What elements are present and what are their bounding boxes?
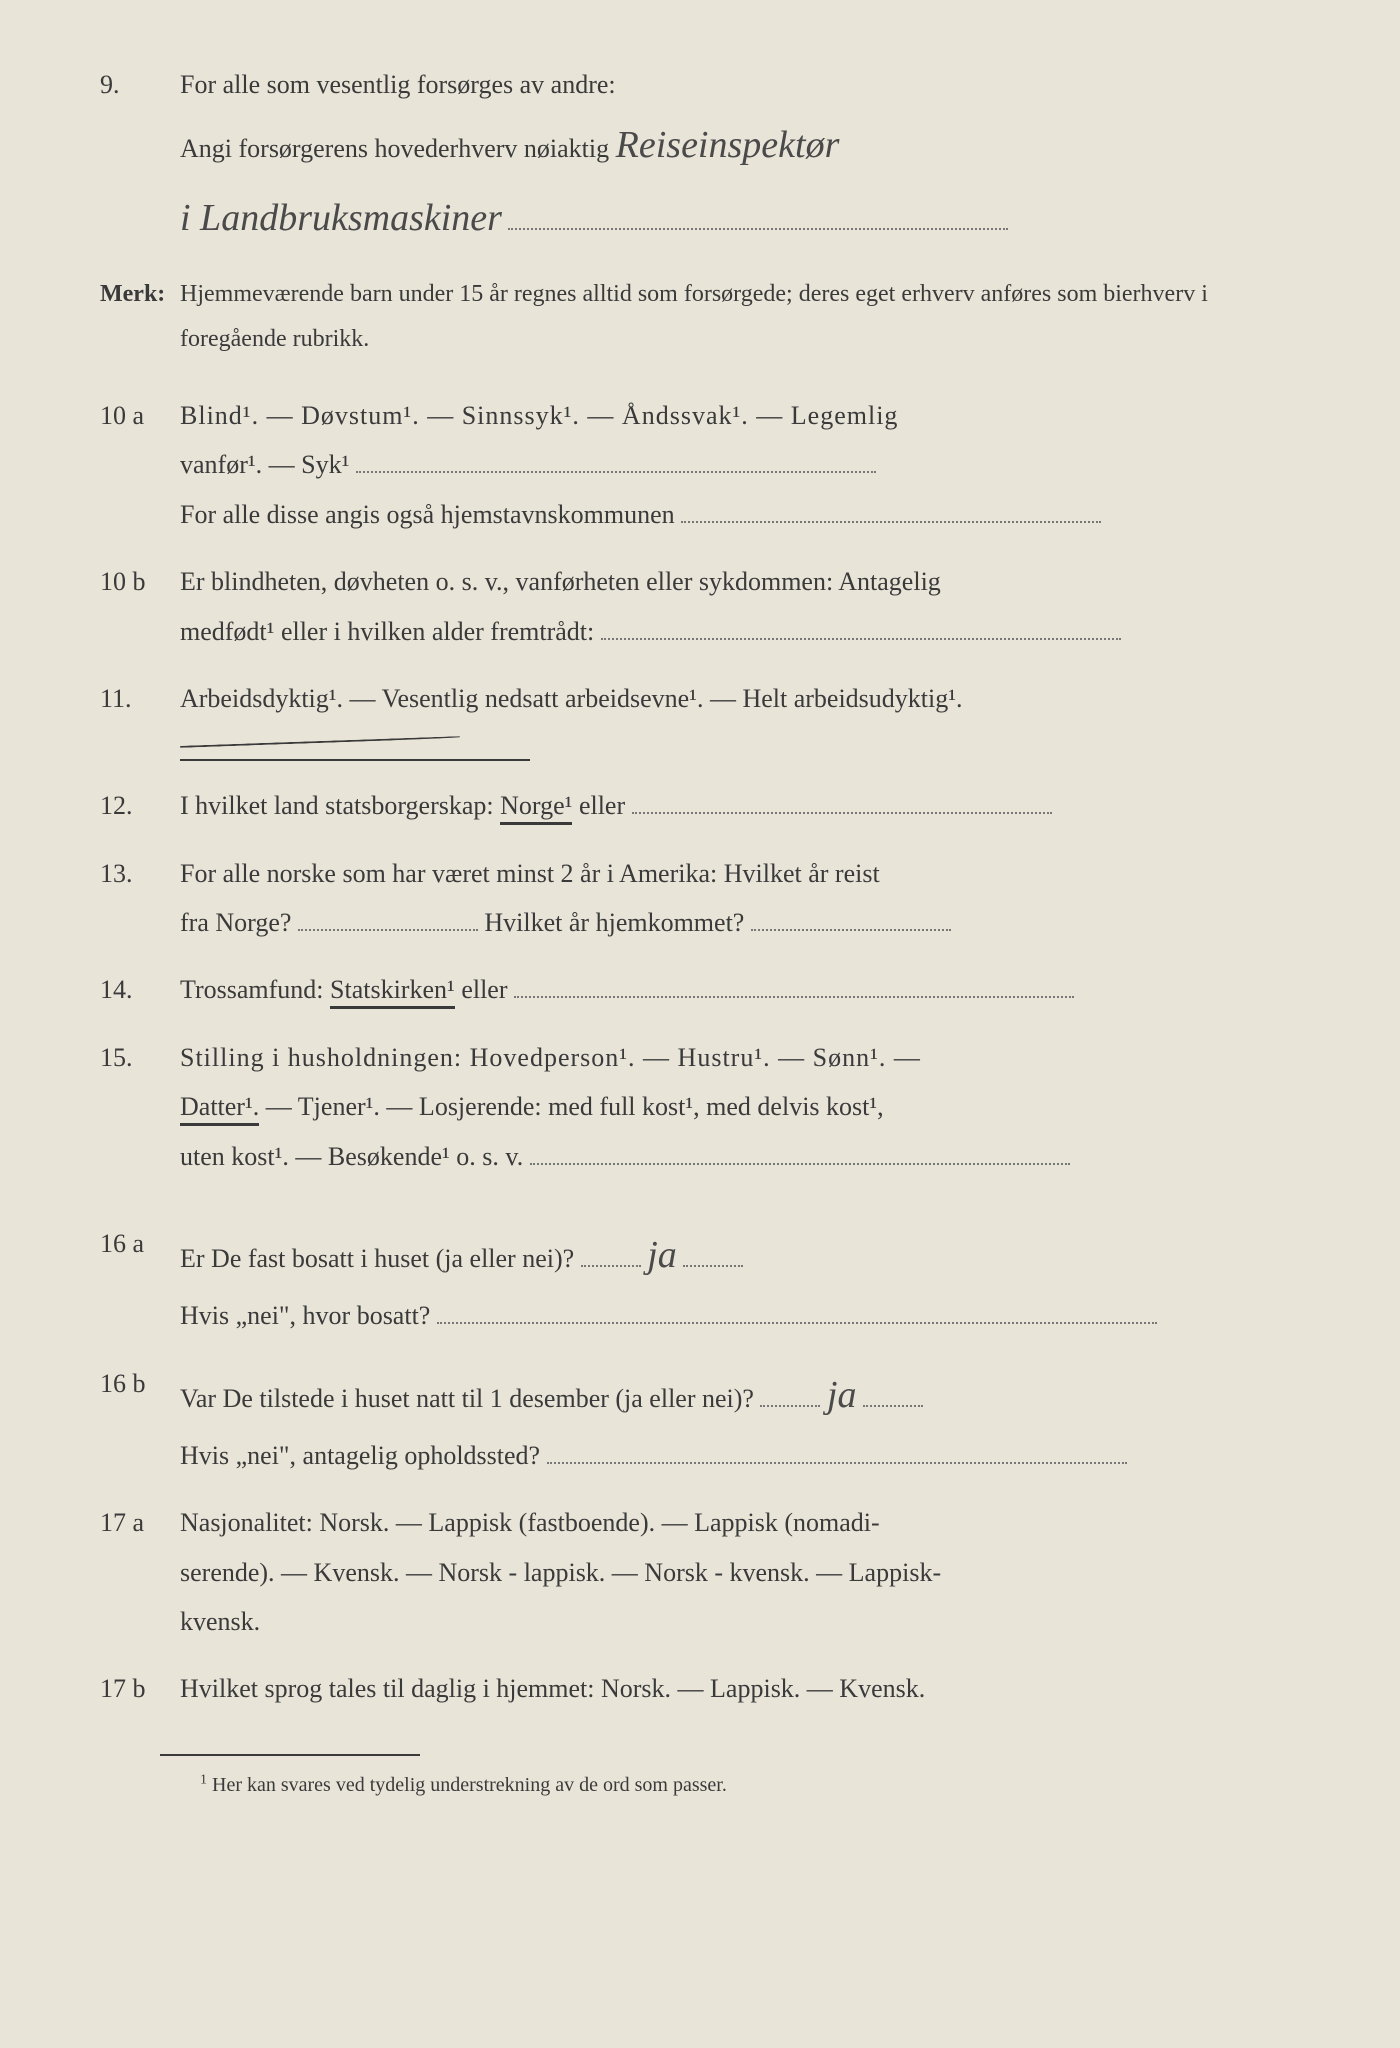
q11-number: 11. (100, 674, 180, 723)
q16b-blank (547, 1462, 1127, 1464)
q13-number: 13. (100, 849, 180, 948)
q13-line2a: fra Norge? (180, 908, 291, 937)
question-13: 13. For alle norske som har været minst … (100, 849, 1300, 948)
q9-number: 9. (100, 60, 180, 254)
q17a-line2: serende). — Kvensk. — Norsk - lappisk. —… (180, 1548, 1300, 1597)
question-12: 12. I hvilket land statsborgerskap: Norg… (100, 781, 1300, 830)
question-17b: 17 b Hvilket sprog tales til daglig i hj… (100, 1664, 1300, 1713)
q14-blank (514, 996, 1074, 998)
q13-line1: For alle norske som har været minst 2 år… (180, 849, 1300, 898)
footnote-text: Her kan svares ved tydelig understreknin… (212, 1774, 727, 1796)
q16a-line2: Hvis „nei", hvor bosatt? (180, 1301, 430, 1330)
merk-text: Hjemmeværende barn under 15 år regnes al… (180, 272, 1300, 363)
footnote-separator (160, 1754, 420, 1756)
question-10a: 10 a Blind¹. — Døvstum¹. — Sinnssyk¹. — … (100, 391, 1300, 539)
q12-blank (632, 812, 1052, 814)
q10a-blank1 (356, 471, 876, 473)
q16b-line1: Var De tilstede i huset natt til 1 desem… (180, 1384, 754, 1413)
q9-handwriting-2: i Landbruksmaskiner (180, 182, 502, 254)
merk-note: Merk: Hjemmeværende barn under 15 år reg… (100, 272, 1300, 363)
q16a-blank (437, 1322, 1157, 1324)
q17a-line3: kvensk. (180, 1597, 1300, 1646)
question-14: 14. Trossamfund: Statskirken¹ eller (100, 965, 1300, 1014)
q14-statskirken-underlined: Statskirken¹ (330, 975, 455, 1009)
underline-mark-11 (180, 736, 460, 748)
q15-line3: uten kost¹. — Besøkende¹ o. s. v. (180, 1142, 523, 1171)
census-form-page: 9. For alle som vesentlig forsørges av a… (0, 0, 1400, 1844)
q12-text-c: eller (579, 791, 625, 820)
q15-number: 15. (100, 1033, 180, 1181)
q16b-number: 16 b (100, 1359, 180, 1481)
q14-number: 14. (100, 965, 180, 1014)
q11-text: Arbeidsdyktig¹. — Vesentlig nedsatt arbe… (180, 674, 1300, 723)
q15-line1: Stilling i husholdningen: Hovedperson¹. … (180, 1033, 1300, 1082)
q15-line2b: — Tjener¹. — Losjerende: med full kost¹,… (266, 1092, 884, 1121)
merk-label: Merk: (100, 272, 180, 363)
q10b-line1: Er blindheten, døvheten o. s. v., vanfør… (180, 557, 1300, 606)
q10a-blank2 (681, 521, 1101, 523)
q9-line1: For alle som vesentlig forsørges av andr… (180, 60, 1300, 109)
question-15: 15. Stilling i husholdningen: Hovedperso… (100, 1033, 1300, 1181)
question-16b: 16 b Var De tilstede i huset natt til 1 … (100, 1359, 1300, 1481)
q16a-number: 16 a (100, 1219, 180, 1341)
q13-line2b: Hvilket år hjemkommet? (484, 908, 744, 937)
q9-line2-label: Angi forsørgerens hovederhverv nøiaktig (180, 134, 609, 163)
question-9: 9. For alle som vesentlig forsørges av a… (100, 60, 1300, 254)
q15-datter-underlined: Datter¹. (180, 1092, 259, 1126)
q12-text-a: I hvilket land statsborgerskap: (180, 791, 500, 820)
q10a-line3: For alle disse angis også hjemstavnskomm… (180, 500, 675, 529)
q10b-number: 10 b (100, 557, 180, 656)
q16b-handwriting: ja (827, 1359, 857, 1431)
footnote: 1 Her kan svares ved tydelig understrekn… (200, 1766, 1300, 1804)
q17b-number: 17 b (100, 1664, 180, 1713)
q9-blank (508, 228, 1008, 230)
q16b-line2: Hvis „nei", antagelig opholdssted? (180, 1441, 540, 1470)
q17b-text: Hvilket sprog tales til daglig i hjemmet… (180, 1664, 1300, 1713)
q9-handwriting-1: Reiseinspektør (616, 109, 840, 181)
separator-line (180, 759, 530, 761)
q16a-handwriting: ja (647, 1219, 677, 1291)
question-10b: 10 b Er blindheten, døvheten o. s. v., v… (100, 557, 1300, 656)
q10a-line2a: vanfør¹. — Syk¹ (180, 450, 349, 479)
q17a-number: 17 a (100, 1498, 180, 1646)
question-16a: 16 a Er De fast bosatt i huset (ja eller… (100, 1219, 1300, 1341)
q15-blank (530, 1163, 1070, 1165)
q10b-line2: medfødt¹ eller i hvilken alder fremtrådt… (180, 617, 594, 646)
q13-blank2 (751, 929, 951, 931)
q14-text-a: Trossamfund: (180, 975, 330, 1004)
q12-norge-underlined: Norge¹ (500, 791, 572, 825)
q10a-line1: Blind¹. — Døvstum¹. — Sinnssyk¹. — Åndss… (180, 391, 1300, 440)
footnote-sup: 1 (200, 1772, 207, 1787)
q16a-line1: Er De fast bosatt i huset (ja eller nei)… (180, 1244, 574, 1273)
q10b-blank (601, 638, 1121, 640)
q12-number: 12. (100, 781, 180, 830)
q14-text-c: eller (461, 975, 507, 1004)
q10a-number: 10 a (100, 391, 180, 539)
q17a-line1: Nasjonalitet: Norsk. — Lappisk (fastboen… (180, 1498, 1300, 1547)
q13-blank1 (298, 929, 478, 931)
question-11: 11. Arbeidsdyktig¹. — Vesentlig nedsatt … (100, 674, 1300, 723)
question-17a: 17 a Nasjonalitet: Norsk. — Lappisk (fas… (100, 1498, 1300, 1646)
